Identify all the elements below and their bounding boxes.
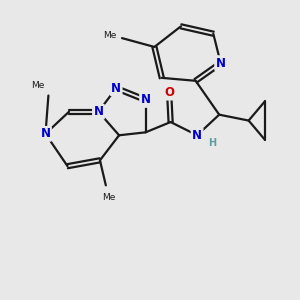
Text: H: H (208, 138, 216, 148)
Text: N: N (94, 105, 103, 118)
Text: Me: Me (102, 193, 116, 202)
Text: N: N (216, 57, 226, 70)
Text: N: N (192, 129, 202, 142)
Text: N: N (111, 82, 121, 95)
Text: N: N (40, 127, 50, 140)
Text: N: N (141, 93, 151, 106)
Text: Me: Me (103, 31, 116, 40)
Text: O: O (164, 86, 174, 99)
Text: Me: Me (31, 81, 44, 90)
